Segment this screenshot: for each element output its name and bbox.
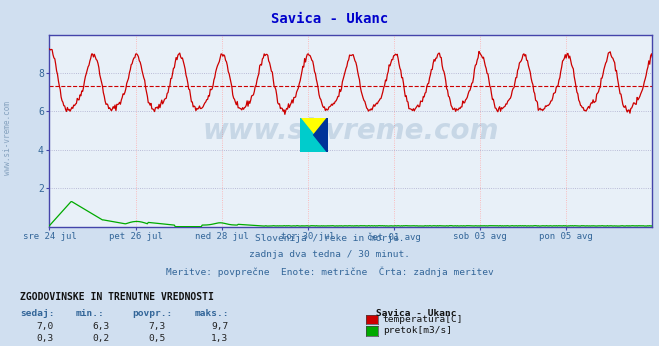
Text: Savica - Ukanc: Savica - Ukanc xyxy=(271,12,388,26)
Text: pretok[m3/s]: pretok[m3/s] xyxy=(383,326,452,335)
Text: 9,7: 9,7 xyxy=(211,322,228,331)
Polygon shape xyxy=(300,118,328,152)
Text: 7,3: 7,3 xyxy=(148,322,165,331)
Text: maks.:: maks.: xyxy=(194,309,229,318)
Text: 6,3: 6,3 xyxy=(92,322,109,331)
Polygon shape xyxy=(314,118,328,152)
Text: 1,3: 1,3 xyxy=(211,334,228,343)
Text: 7,0: 7,0 xyxy=(36,322,53,331)
Polygon shape xyxy=(300,118,328,152)
Text: temperatura[C]: temperatura[C] xyxy=(383,315,463,324)
Text: 0,3: 0,3 xyxy=(36,334,53,343)
Text: povpr.:: povpr.: xyxy=(132,309,172,318)
Text: min.:: min.: xyxy=(76,309,105,318)
Text: www.si-vreme.com: www.si-vreme.com xyxy=(3,101,13,175)
Text: Meritve: povprečne  Enote: metrične  Črta: zadnja meritev: Meritve: povprečne Enote: metrične Črta:… xyxy=(165,267,494,277)
Text: 0,2: 0,2 xyxy=(92,334,109,343)
Text: Savica - Ukanc: Savica - Ukanc xyxy=(376,309,456,318)
Text: zadnja dva tedna / 30 minut.: zadnja dva tedna / 30 minut. xyxy=(249,250,410,259)
Text: sedaj:: sedaj: xyxy=(20,309,54,318)
Text: ZGODOVINSKE IN TRENUTNE VREDNOSTI: ZGODOVINSKE IN TRENUTNE VREDNOSTI xyxy=(20,292,214,302)
Text: www.si-vreme.com: www.si-vreme.com xyxy=(203,117,499,145)
Text: 0,5: 0,5 xyxy=(148,334,165,343)
Text: Slovenija / reke in morje.: Slovenija / reke in morje. xyxy=(255,234,404,243)
